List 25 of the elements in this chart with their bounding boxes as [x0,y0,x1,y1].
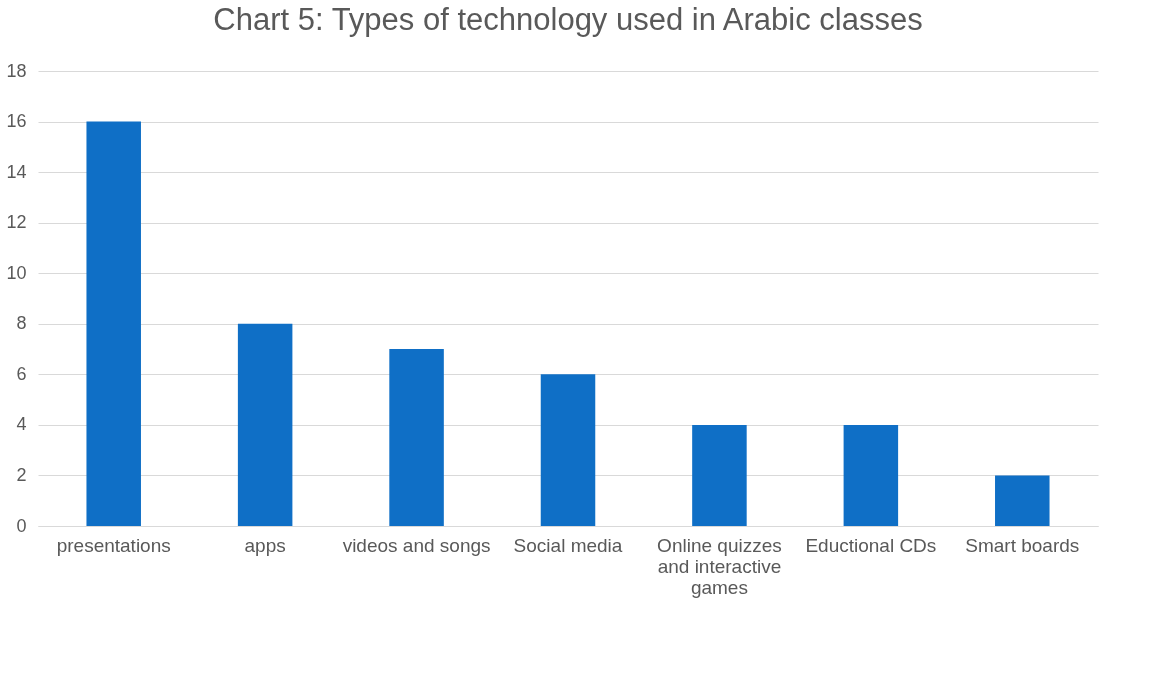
x-tick-label: videos and songs [342,534,491,556]
bar [237,323,293,526]
y-tick-label: 0 [16,515,27,536]
bar [995,475,1050,526]
y-tick-label: 6 [16,363,27,384]
x-tick-label: presentations [56,534,171,556]
x-tick-label: Online quizzes and interactive games [657,534,782,598]
bar [692,424,747,526]
y-tick-label: 16 [6,111,27,132]
y-tick-label: 8 [16,313,27,334]
bar [540,374,596,526]
x-tick-label: Eductional CDs [805,534,937,556]
y-tick-label: 4 [16,414,27,435]
x-tick-label: Social media [513,534,623,556]
bar [843,424,899,526]
bar [86,121,141,526]
x-tick-label: apps [244,534,286,556]
y-tick-label: 14 [6,161,27,182]
y-tick-label: 2 [16,464,27,485]
y-tick-label: 10 [6,262,27,283]
chart-title: Chart 5: Types of technology used in Arabic classes [213,2,923,37]
x-tick-label: Smart boards [965,534,1080,556]
y-tick-label: 12 [6,212,27,233]
y-tick-label: 18 [6,60,27,81]
bar [389,349,444,526]
